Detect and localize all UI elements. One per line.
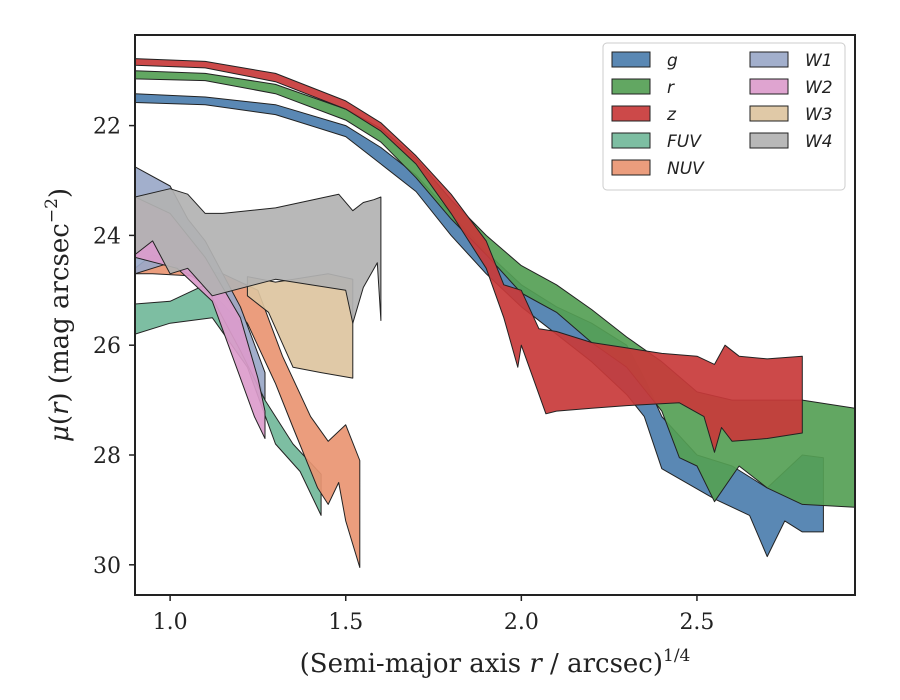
y-tick-label: 30 xyxy=(93,554,121,579)
legend-label-nuv: NUV xyxy=(667,159,705,179)
legend-label-w4: W4 xyxy=(805,132,833,152)
legend-swatch-r xyxy=(611,78,651,95)
legend-label-r: r xyxy=(667,78,675,98)
x-tick-label: 2.5 xyxy=(679,610,714,635)
x-tick-label: 1.5 xyxy=(328,610,363,635)
y-tick-label: 26 xyxy=(93,334,121,359)
legend-swatch-w4 xyxy=(749,132,789,149)
x-axis-title: (Semi-major axis r / arcsec)1/4 xyxy=(300,646,691,679)
x-tick-label: 1.0 xyxy=(153,610,188,635)
y-tick-label: 22 xyxy=(93,115,121,140)
plot-frame xyxy=(134,34,856,596)
legend-label-w3: W3 xyxy=(805,105,833,125)
legend-label-g: g xyxy=(667,51,678,71)
legend-swatch-w3 xyxy=(749,105,789,122)
legend-swatch-fuv xyxy=(611,132,651,149)
legend-label-fuv: FUV xyxy=(667,132,702,152)
series-band-z xyxy=(135,58,803,453)
series-layer xyxy=(135,58,855,568)
series-band-w4 xyxy=(135,188,382,324)
y-tick-label: 24 xyxy=(93,224,121,249)
y-axis-ticks: 22 24 26 28 30 xyxy=(93,115,135,579)
legend-items: grz FUV NUV W1 W2 W3 W4 xyxy=(611,51,833,179)
legend-label-w1: W1 xyxy=(805,51,833,71)
legend-swatch-z xyxy=(611,105,651,122)
x-axis-ticks: 1.0 1.5 2.0 2.5 xyxy=(153,595,714,635)
legend-swatch-w2 xyxy=(749,78,789,95)
legend-label-z: z xyxy=(666,105,677,125)
legend-swatch-nuv xyxy=(611,159,651,176)
x-tick-label: 2.0 xyxy=(504,610,539,635)
legend-label-w2: W2 xyxy=(805,78,833,98)
legend-swatch-w1 xyxy=(749,51,789,68)
y-tick-label: 28 xyxy=(93,444,121,469)
y-axis-title: μ(r) (mag arcsec−2) xyxy=(42,188,75,442)
legend: grz FUV NUV W1 W2 W3 W4 xyxy=(602,42,846,191)
legend-swatch-g xyxy=(611,51,651,68)
